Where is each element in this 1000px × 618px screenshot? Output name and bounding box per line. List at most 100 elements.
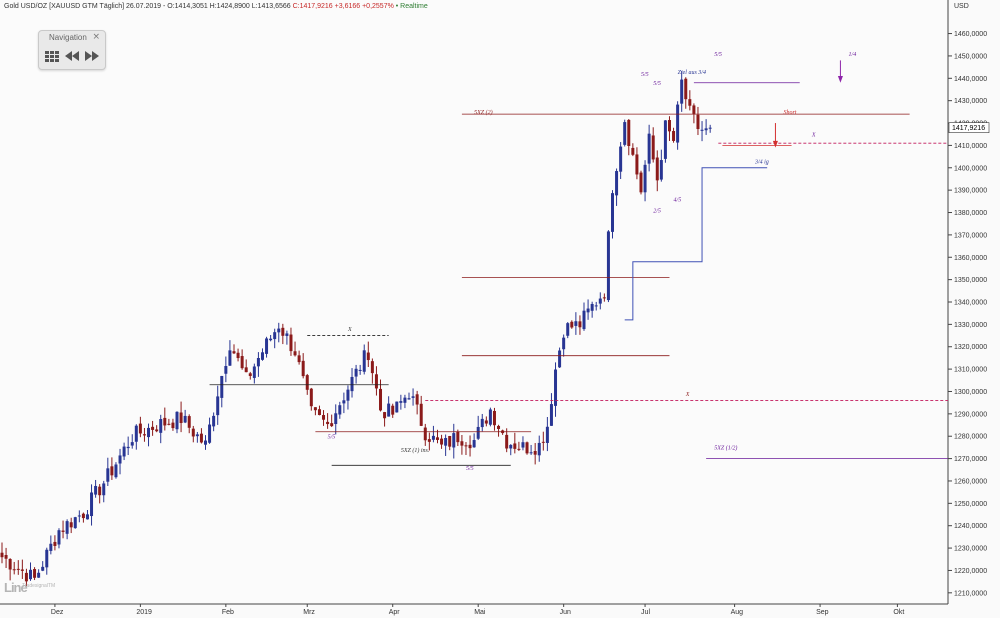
candle-body [468,444,472,449]
candle-body [256,358,260,367]
candle-body [529,452,533,454]
y-tick-label: 1440,0000 [954,76,987,83]
candle-body [574,321,578,326]
candle-body [476,426,480,439]
navigation-panel[interactable]: Navigation × [38,30,106,70]
chart-annotation: 5XZ (2) [474,109,493,116]
close-icon[interactable]: × [92,32,100,42]
y-tick-label: 1390,0000 [954,188,987,195]
candle-body [370,361,374,374]
candle-body [228,350,232,366]
grid-icon[interactable] [44,49,60,63]
candle-body [350,376,354,392]
candle-body [208,424,212,443]
chart-annotation: 5XZ (1) ins. [401,447,430,454]
x-tick-label: Feb [222,609,234,616]
candle-body [366,352,370,361]
chart-annotation: X [811,132,816,138]
candle-body [505,434,509,449]
candle-body [236,352,240,359]
x-tick-label: Apr [389,609,401,616]
candle-body [554,369,558,406]
candle-body [163,417,167,426]
y-tick-label: 1460,0000 [954,31,987,38]
y-tick-label: 1430,0000 [954,98,987,105]
candle-body [602,297,606,299]
candle-body [533,451,537,455]
chart-annotation: X [685,392,690,398]
candle-body [464,445,468,447]
candle-body [232,351,236,354]
candle-body [362,350,366,372]
candle-body [448,435,452,447]
realtime-badge: • Realtime [395,3,428,10]
chart-annotation: 3/4 ig [754,158,769,165]
x-tick-label: Aug [731,609,744,616]
candle-body [391,405,395,415]
candle-body [521,442,525,448]
candle-body [37,572,41,578]
candle-body [65,521,69,534]
x-tick-label: 2019 [136,609,152,616]
candle-body [265,338,269,354]
candle-body [635,154,639,175]
candle-body [212,415,216,427]
candle-body [399,401,403,403]
candle-body [102,483,106,496]
fast-forward-icon[interactable] [84,49,100,63]
candle-body [220,375,224,398]
y-tick-label: 1450,0000 [954,53,987,60]
candle-body [545,426,549,443]
candle-body [171,422,175,429]
candle-body [126,446,130,449]
candle-body [615,171,619,196]
y-tick-label: 1250,0000 [954,501,987,508]
plot-area [0,0,948,604]
chart-annotation: 5/5 [714,52,722,58]
chart-annotation: 1/4 [849,51,857,58]
candle-body [73,517,77,529]
candle-body [541,441,545,443]
candle-body [696,114,700,130]
chart-annotation: 5XZ (1/2) [714,445,737,452]
y-tick-label: 1330,0000 [954,322,987,329]
candle-body [0,552,4,558]
candles [0,70,712,587]
candle-body [594,305,598,307]
candle-body [423,427,427,441]
current-price-tag [948,122,990,133]
candle-body [562,337,566,350]
chart-annotation: Short [783,110,796,116]
candle-body [191,428,195,437]
y-tick-label: 1380,0000 [954,210,987,217]
y-tick-label: 1370,0000 [954,232,987,239]
candle-body [134,425,138,442]
candle-body [110,466,114,476]
chart-annotation: 2/5 [653,209,661,215]
x-tick-label: Mrz [303,609,315,616]
y-tick-label: 1310,0000 [954,367,987,374]
candle-body [403,397,407,403]
x-tick-label: Jul [641,609,650,616]
candle-body [269,338,273,341]
candle-body [647,133,651,164]
candle-body [305,375,309,390]
candle-body [415,394,419,405]
candle-body [643,164,647,193]
candle-body [684,78,688,100]
candle-body [598,298,602,304]
y-tick-label: 1300,0000 [954,389,987,396]
y-tick-label: 1360,0000 [954,255,987,262]
candle-body [293,351,297,356]
candle-body [676,104,680,143]
candle-body [667,120,671,132]
candle-body [358,369,362,371]
candle-body [672,131,676,141]
tradesignal-logo: Line [4,580,28,595]
chart-header: Gold USD/OZ [XAUUSD GTM Täglich] 26.07.2… [4,3,428,10]
rewind-icon[interactable] [64,49,80,63]
candle-body [77,515,81,517]
candle-body [431,435,435,440]
y-tick-label: 1240,0000 [954,523,987,530]
